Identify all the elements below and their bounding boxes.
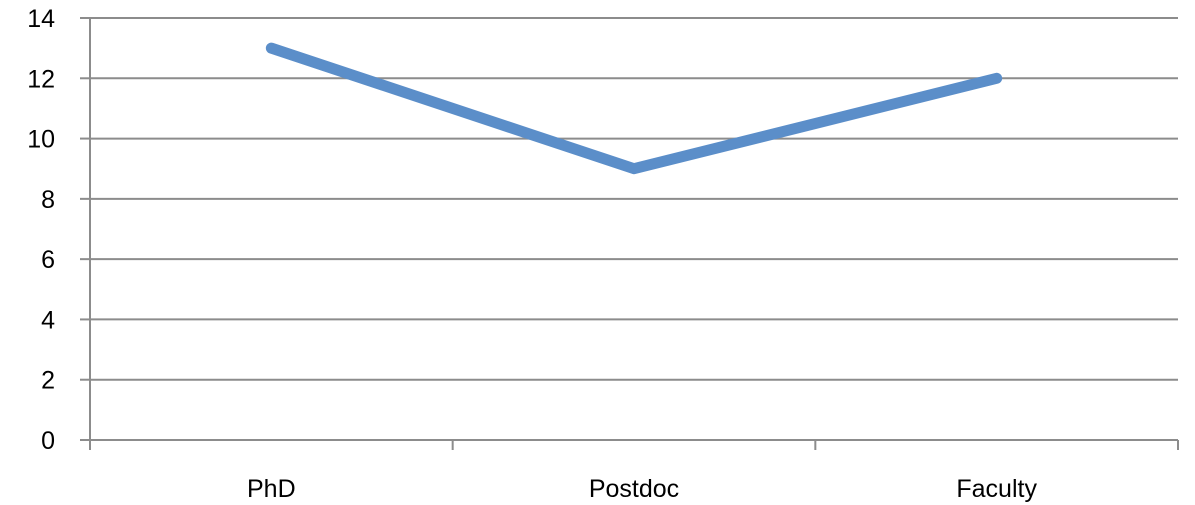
x-tick-label: Postdoc — [589, 475, 679, 503]
y-tick-label: 8 — [41, 186, 55, 214]
y-tick-label: 4 — [41, 306, 55, 334]
y-tick-label: 10 — [27, 126, 55, 154]
y-tick-label: 0 — [41, 427, 55, 455]
series-line — [265, 42, 1003, 175]
x-tick-label: PhD — [247, 475, 296, 503]
y-axis-tick-labels: 0 2 4 6 8 10 12 14 — [27, 5, 55, 455]
gridlines — [90, 17, 1178, 381]
y-tick-label: 6 — [41, 246, 55, 274]
axes — [80, 17, 1179, 450]
x-axis-tick-labels: PhD Postdoc Faculty — [247, 475, 1037, 503]
y-tick-label: 12 — [27, 65, 55, 93]
series-layer — [265, 42, 1003, 175]
y-tick-label: 14 — [27, 5, 55, 33]
x-tick-label: Faculty — [956, 475, 1037, 503]
y-tick-label: 2 — [41, 367, 55, 395]
